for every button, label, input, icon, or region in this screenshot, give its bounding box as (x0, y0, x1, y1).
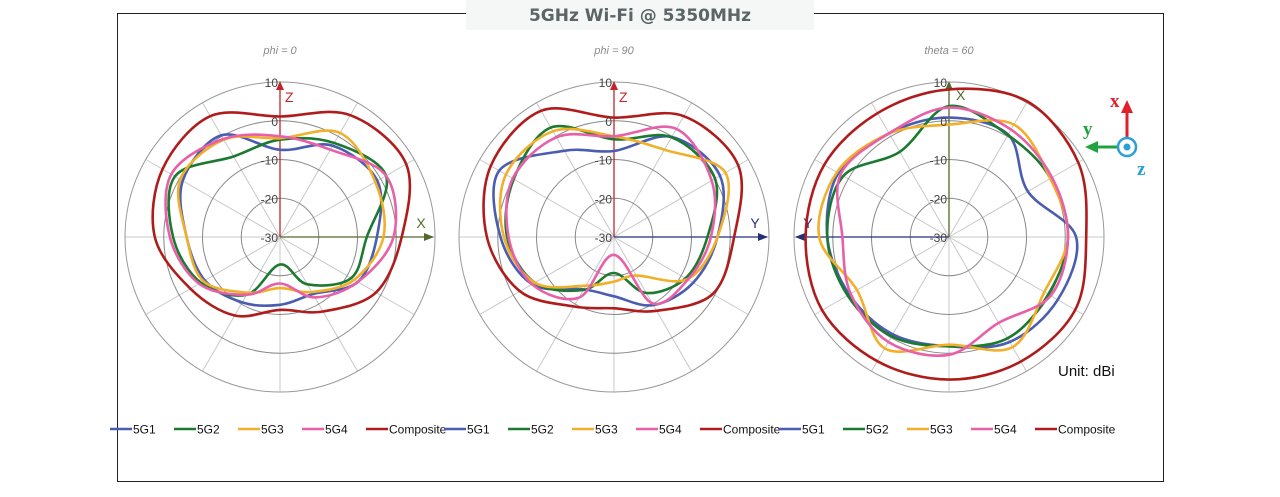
y-axis-label: y (1083, 119, 1093, 140)
series-line-composite (804, 87, 1088, 381)
legend-label-composite: Composite (723, 423, 781, 437)
axis-up-arrow-icon (945, 81, 953, 90)
polar-plot-3: theta = 60 X Y 10 0 -10 -20 -30 5G1 5G2 5G3 5G4 Comp… (779, 45, 1116, 437)
series-line-5g4 (164, 133, 398, 299)
legend-label-5g3: 5G3 (930, 423, 953, 437)
legend-label-5g2: 5G2 (197, 423, 220, 437)
axis-side-arrow-icon (424, 233, 434, 241)
legend-label-5g2: 5G2 (866, 423, 889, 437)
radial-tick-label: -20 (595, 192, 613, 206)
z-axis-label: z (1137, 159, 1146, 180)
axis-side-label: Y (750, 215, 760, 231)
legend-label-5g2: 5G2 (531, 423, 554, 437)
legend-label-composite: Composite (1058, 423, 1116, 437)
plot-title: phi = 0 (262, 45, 297, 57)
series-line-5g4 (835, 106, 1070, 357)
series-line-5g3 (176, 129, 387, 295)
legend-label-5g3: 5G3 (261, 423, 284, 437)
plot-title: theta = 60 (924, 45, 974, 57)
legend-label-5g3: 5G3 (595, 423, 618, 437)
series-line-5g3 (498, 127, 731, 289)
radial-tick-label: -10 (595, 154, 613, 168)
radial-tick-label: 10 (934, 76, 948, 90)
coordinate-axes-icon: xy z (1083, 91, 1146, 180)
legend-label-5g4: 5G4 (325, 423, 348, 437)
series-line-composite (482, 107, 744, 313)
unit-label: Unit: dBi (1058, 363, 1115, 380)
legend-label-5g1: 5G1 (802, 423, 825, 437)
radial-tick-label: 10 (265, 76, 279, 90)
chart-title: 5GHz Wi-Fi @ 5350MHz (528, 6, 752, 26)
legend-label-5g1: 5G1 (133, 423, 156, 437)
series-line-composite (151, 110, 412, 318)
x-arrowhead-icon (1121, 100, 1133, 113)
title-box: 5GHz Wi-Fi @ 5350MHz (466, 0, 814, 30)
radial-tick-label: 10 (599, 76, 613, 90)
z-axis-dot-icon (1123, 143, 1131, 151)
radial-tick-label: -10 (261, 154, 279, 168)
axis-up-arrow-icon (276, 81, 284, 90)
radial-tick-label: -10 (930, 154, 948, 168)
series-line-5g4 (505, 125, 717, 306)
polar-plot-1: phi = 0 Z X 10 0 -10 -20 -30 5G1 5G2 5G3 5G4 Composi… (110, 45, 447, 437)
radial-tick-label: -30 (261, 231, 279, 245)
axis-up-label: Z (285, 89, 294, 105)
x-axis-label: x (1110, 91, 1120, 112)
legend-label-5g1: 5G1 (467, 423, 490, 437)
series-line-5g1 (179, 133, 383, 308)
radial-tick-label: 0 (605, 115, 612, 129)
axis-side-arrow-icon (758, 233, 768, 241)
axis-side-label: X (416, 215, 426, 231)
legend-label-5g4: 5G4 (994, 423, 1017, 437)
series-line-5g1 (492, 135, 726, 307)
axis-up-label: X (956, 87, 966, 103)
y-arrowhead-icon (1085, 141, 1098, 153)
radial-tick-label: 0 (940, 115, 947, 129)
radial-tick-label: 0 (271, 115, 278, 129)
legend-label-5g4: 5G4 (659, 423, 682, 437)
plot-title: phi = 90 (593, 45, 634, 57)
axis-side-label: Y (803, 215, 813, 231)
axis-side-arrow-icon (795, 233, 805, 241)
legend-label-composite: Composite (389, 423, 447, 437)
radial-tick-label: -30 (595, 231, 613, 245)
axis-up-label: Z (619, 89, 628, 105)
polar-plot-2: phi = 90 Z Y 10 0 -10 -20 -30 5G1 5G2 5G3 5G4 Compos… (444, 45, 781, 437)
series-line-5g3 (817, 118, 1070, 353)
radial-tick-label: -20 (261, 192, 279, 206)
radial-tick-label: -20 (930, 192, 948, 206)
axis-up-arrow-icon (610, 81, 618, 90)
radial-tick-label: -30 (930, 231, 948, 245)
